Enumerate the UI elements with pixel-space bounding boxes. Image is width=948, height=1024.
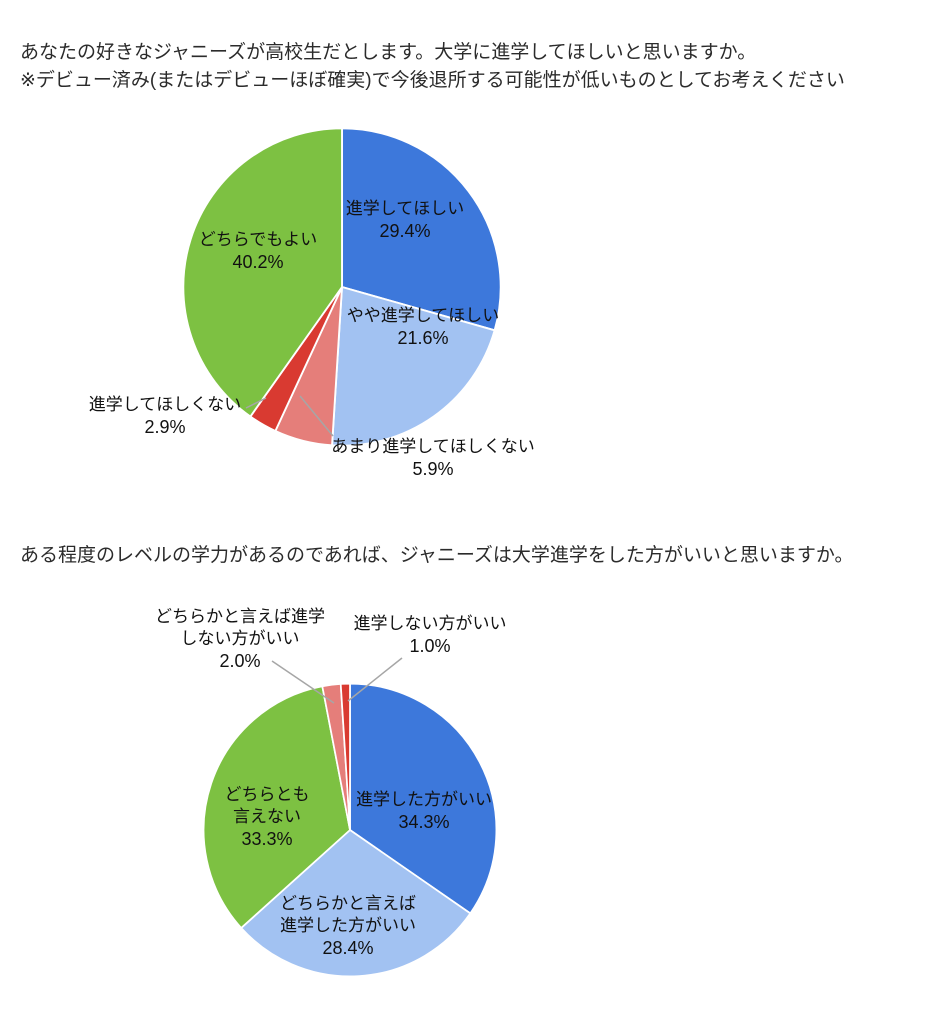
slice-label-hoshikunai: 進学してほしくない 2.9% <box>80 394 250 438</box>
slice-label-dochiraka-shinai: どちらかと言えば進学しない方がいい 2.0% <box>150 606 330 672</box>
pie-slice <box>182 127 343 418</box>
pie-chart-1 <box>182 127 502 447</box>
slice-pct: 40.2% <box>232 252 284 272</box>
slice-pct: 2.0% <box>219 651 261 671</box>
slice-pct: 29.4% <box>379 221 431 241</box>
slice-label-text: 進学した方がいい <box>356 790 492 809</box>
slice-label-shita-hou-ga-ii: 進学した方がいい 34.3% <box>344 789 504 833</box>
slice-pct: 5.9% <box>412 459 454 479</box>
pie-slice <box>240 829 472 978</box>
slice-pct: 21.6% <box>397 328 449 348</box>
slice-label-yaya-shingaku: やや進学してほしい 21.6% <box>333 305 513 349</box>
slice-label-text: 進学しない方がいい <box>353 614 507 633</box>
slice-label-text: 進学してほしくない <box>88 395 242 414</box>
pie-slice <box>331 286 496 447</box>
slice-label-amari-hoshikunai: あまり進学してほしくない 5.9% <box>318 436 548 480</box>
slice-label-text: どちらとも言えない <box>224 785 310 826</box>
slice-pct: 34.3% <box>398 812 450 832</box>
slice-label-dochirademo-yoi: どちらでもよい 40.2% <box>183 229 333 273</box>
slice-pct: 2.9% <box>144 417 186 437</box>
slice-label-text: どちらかと言えば進学した方がいい <box>280 894 416 935</box>
slice-label-text: あまり進学してほしくない <box>331 437 535 456</box>
chart1-title: あなたの好きなジャニーズが高校生だとします。大学に進学してほしいと思いますか。 <box>20 42 757 63</box>
slice-label-dochiratomo: どちらとも言えない 33.3% <box>220 784 315 850</box>
chart1-subtitle: ※デビュー済み(またはデビューほぼ確実)で今後退所する可能性が低いものとしてお考… <box>20 70 845 91</box>
slice-label-text: 進学してほしい <box>345 199 465 218</box>
slice-label-text: やや進学してほしい <box>346 306 500 325</box>
pie-chart-2 <box>202 682 498 978</box>
slice-label-dochiraka-shita: どちらかと言えば進学した方がいい 28.4% <box>276 893 421 959</box>
slice-label-shinai-hou-ga-ii: 進学しない方がいい 1.0% <box>345 613 515 657</box>
slice-pct: 1.0% <box>409 636 451 656</box>
slice-pct: 28.4% <box>322 938 374 958</box>
slice-label-text: どちらでもよい <box>198 230 318 249</box>
slice-label-text: どちらかと言えば進学しない方がいい <box>155 607 325 648</box>
slice-label-shingaku-hoshii: 進学してほしい 29.4% <box>315 198 495 242</box>
pie-slice <box>341 127 502 332</box>
slice-pct: 33.3% <box>241 829 293 849</box>
chart2-title: ある程度のレベルの学力があるのであれば、ジャニーズは大学進学をした方がいいと思い… <box>20 545 854 566</box>
